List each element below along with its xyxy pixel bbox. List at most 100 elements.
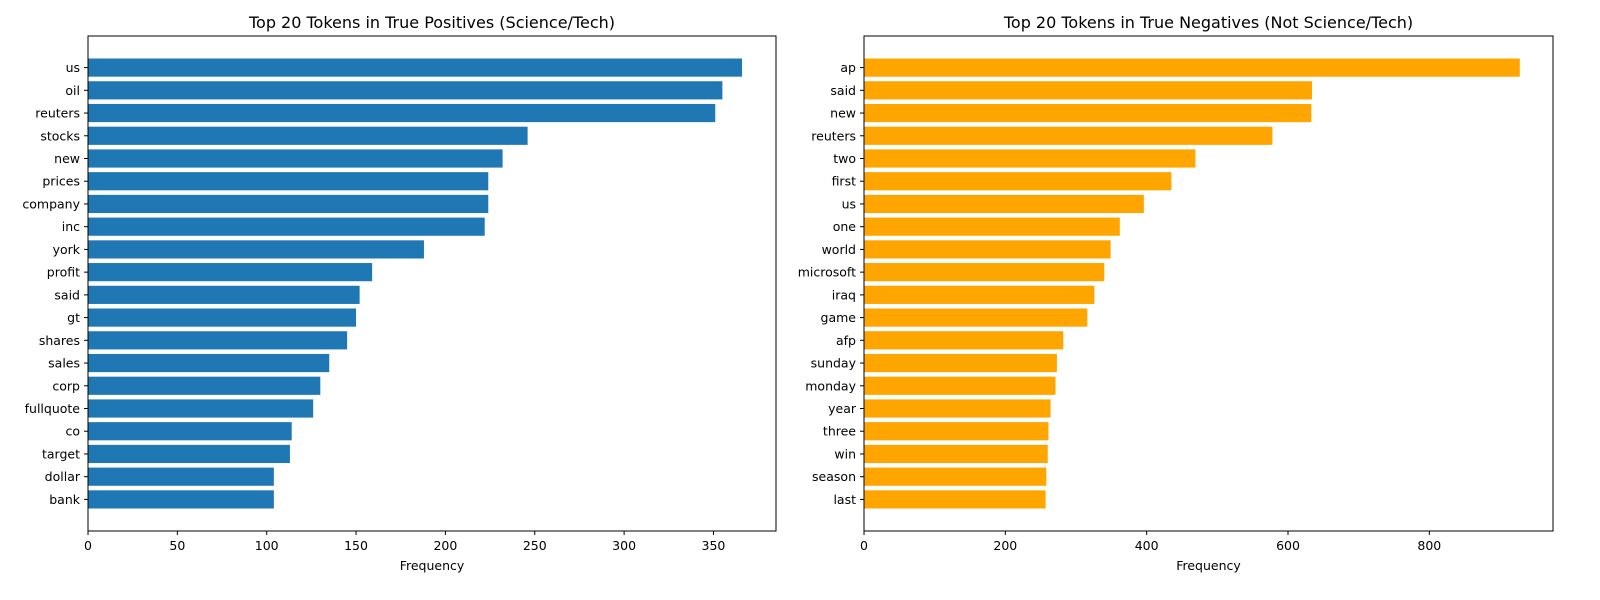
y-tick-label: reuters [811,128,856,143]
bar-company [88,194,489,214]
x-axis-label: Frequency [400,558,465,573]
bar-inc [88,217,485,236]
bar-fullquote [88,399,314,418]
bar-stocks [88,126,528,145]
bar-co [88,422,292,441]
x-tick-label: 200 [433,538,457,553]
y-tick-label: win [834,446,856,461]
bar-gt [88,308,357,327]
y-tick-label: us [66,60,80,75]
x-tick-label: 150 [344,538,368,553]
y-tick-label: three [823,424,856,439]
y-tick-label: sunday [811,356,857,371]
y-tick-label: co [65,424,80,439]
bar-bank [88,490,274,509]
y-tick-label: prices [42,174,80,189]
y-tick-label: microsoft [798,265,856,280]
bar-game [864,308,1088,327]
y-tick-label: reuters [35,106,80,121]
bar-profit [88,263,373,282]
x-tick-label: 100 [255,538,279,553]
y-tick-label: profit [47,265,80,280]
bar-reuters [864,126,1273,145]
bar-us [864,194,1144,214]
y-tick-label: season [812,469,856,484]
bar-two [864,149,1196,168]
bar-said [88,285,360,304]
y-tick-label: new [54,151,80,166]
bar-year [864,399,1051,418]
bar-new [88,149,503,168]
bar-oil [88,81,723,100]
x-tick-label: 250 [523,538,547,553]
x-tick-label: 50 [169,538,185,553]
bar-prices [88,172,489,191]
y-tick-label: target [42,446,80,461]
y-tick-label: gt [67,310,80,325]
bar-york [88,240,424,259]
x-axis-label: Frequency [1176,558,1241,573]
y-tick-label: dollar [45,469,81,484]
bar-dollar [88,467,274,486]
y-tick-label: afp [836,333,856,348]
x-tick-label: 800 [1417,538,1441,553]
y-tick-label: bank [49,492,81,507]
y-tick-label: world [822,242,856,257]
y-tick-label: shares [39,333,80,348]
bar-microsoft [864,263,1105,282]
chart-title-true-positives: Top 20 Tokens in True Positives (Science… [248,13,615,32]
bar-three [864,422,1049,441]
y-tick-label: said [54,287,80,302]
bar-season [864,467,1047,486]
y-tick-label: company [22,196,80,211]
y-tick-label: two [833,151,856,166]
bar-reuters [88,103,716,123]
x-tick-label: 200 [993,538,1017,553]
bar-us [88,58,743,77]
y-tick-label: inc [62,219,80,234]
y-tick-label: oil [65,83,80,98]
x-tick-label: 400 [1135,538,1159,553]
bar-monday [864,376,1056,395]
chart-title-true-negatives: Top 20 Tokens in True Negatives (Not Sci… [1003,13,1413,32]
x-tick-label: 350 [702,538,726,553]
y-tick-label: monday [805,378,856,393]
chart-true-positives: Top 20 Tokens in True Positives (Science… [22,13,777,573]
bar-afp [864,331,1064,350]
x-tick-label: 300 [612,538,636,553]
y-tick-label: stocks [40,128,80,143]
bar-said [864,81,1313,100]
bar-sunday [864,353,1057,373]
y-tick-label: corp [52,378,80,393]
y-tick-label: sales [48,356,80,371]
x-tick-label: 600 [1276,538,1300,553]
chart-true-negatives: Top 20 Tokens in True Negatives (Not Sci… [798,13,1554,573]
x-tick-label: 0 [84,538,92,553]
y-tick-label: new [830,106,856,121]
bar-last [864,490,1046,509]
bar-corp [88,376,321,395]
y-tick-label: us [842,196,856,211]
bar-sales [88,353,330,373]
bar-win [864,444,1048,464]
bar-first [864,172,1172,191]
y-tick-label: last [833,492,856,507]
y-tick-label: york [53,242,81,257]
y-tick-label: iraq [832,287,856,302]
bar-ap [864,58,1520,77]
axes-frame [87,35,777,532]
bar-iraq [864,285,1095,304]
x-tick-label: 0 [860,538,868,553]
y-tick-label: ap [840,60,856,75]
y-tick-label: first [832,174,857,189]
y-tick-label: fullquote [25,401,81,416]
bar-world [864,240,1111,259]
bar-new [864,103,1312,123]
y-tick-label: year [828,401,857,416]
y-tick-label: game [821,310,857,325]
y-tick-label: said [830,83,856,98]
bar-target [88,444,290,464]
bar-one [864,217,1120,236]
bar-shares [88,331,348,350]
